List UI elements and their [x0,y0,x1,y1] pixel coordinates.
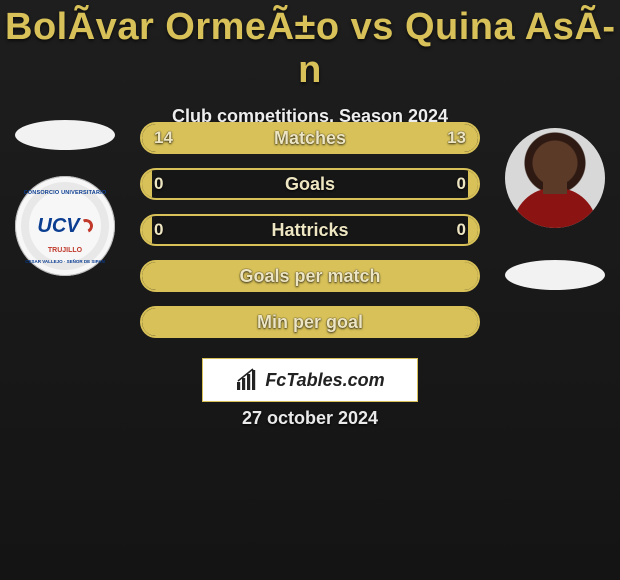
stat-row: Min per goal [140,306,480,338]
stat-label: Goals [285,174,335,195]
stat-label: Hattricks [271,220,348,241]
stat-value-right: 0 [457,174,466,194]
stat-value-right: 0 [457,220,466,240]
stat-value-right: 13 [447,128,466,148]
comparison-card: BolÃ­var OrmeÃ±o vs Quina AsÃ­n Club com… [0,0,620,580]
club-badge-top-text: CONSORCIO UNIVERSITARIO [15,190,115,196]
stat-row: 0 0 Hattricks [140,214,480,246]
brand-badge: FcTables.com [202,358,418,402]
stat-fill-right [468,216,478,244]
stat-fill-left [142,216,152,244]
right-flag [505,260,605,290]
right-entity-column [500,120,610,228]
stats-block: 14 13 Matches 0 0 Goals 0 0 Hattricks Goals per m… [140,122,480,352]
stat-label: Goals per match [239,266,380,287]
stat-label: Matches [274,128,346,149]
left-flag [15,120,115,150]
left-entity-column: CONSORCIO UNIVERSITARIO UCV TRUJILLO CES… [10,120,120,276]
comparison-date: 27 october 2024 [0,408,620,429]
club-badge-core-text: UCV [37,215,79,238]
stat-row: 0 0 Goals [140,168,480,200]
club-badge-core: UCV [37,215,92,238]
stat-row: 14 13 Matches [140,122,480,154]
stat-fill-right [468,170,478,198]
stat-fill-left [142,170,152,198]
stat-value-left: 0 [154,174,163,194]
stat-label: Min per goal [257,312,363,333]
club-badge-sub-text: CESAR VALLEJO · SEÑOR DE SIPAN [15,259,115,264]
brand-chart-icon [235,368,259,392]
club-badge-bottom-text: TRUJILLO [15,247,115,254]
left-club-badge: CONSORCIO UNIVERSITARIO UCV TRUJILLO CES… [15,176,115,276]
page-title: BolÃ­var OrmeÃ±o vs Quina AsÃ­n [0,0,620,92]
right-player-photo [505,128,605,228]
stat-value-left: 0 [154,220,163,240]
brand-text: FcTables.com [265,370,384,391]
stat-value-left: 14 [154,128,173,148]
stat-row: Goals per match [140,260,480,292]
